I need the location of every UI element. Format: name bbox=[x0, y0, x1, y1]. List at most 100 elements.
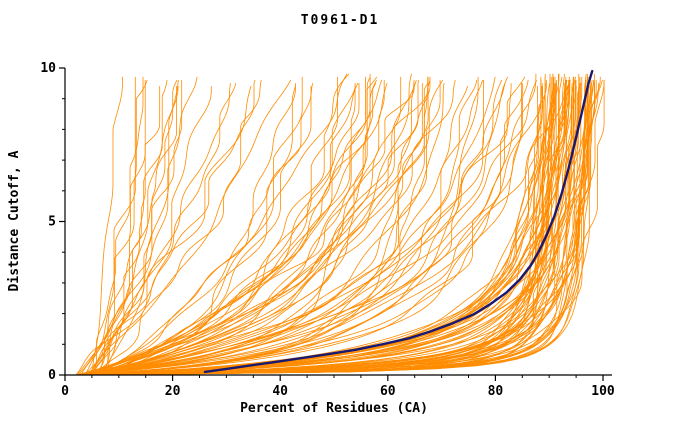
model-curve bbox=[88, 79, 571, 376]
model-curve bbox=[76, 79, 595, 376]
model-curve bbox=[86, 79, 292, 376]
model-curve bbox=[91, 79, 484, 376]
model-curve bbox=[79, 79, 605, 376]
model-curve bbox=[75, 76, 574, 376]
model-curve bbox=[78, 79, 377, 376]
model-curve bbox=[76, 79, 595, 376]
model-curve bbox=[77, 79, 148, 376]
model-curve bbox=[78, 79, 558, 376]
model-curve bbox=[88, 76, 556, 376]
model-curve bbox=[85, 79, 571, 376]
model-curve bbox=[75, 86, 252, 376]
model-curve bbox=[84, 79, 178, 376]
model-curve bbox=[94, 83, 296, 376]
model-curve bbox=[99, 76, 339, 376]
model-curve bbox=[84, 76, 555, 376]
model-curve bbox=[84, 73, 546, 376]
axes bbox=[59, 67, 612, 381]
highlight-curve bbox=[203, 69, 594, 374]
model-curve bbox=[77, 86, 543, 376]
model-curve bbox=[80, 83, 423, 376]
y-axis-label: Distance Cutoff, A bbox=[7, 150, 22, 291]
model-curve bbox=[93, 73, 350, 376]
model-curve bbox=[92, 76, 508, 376]
model-curve bbox=[90, 79, 542, 376]
model-curve bbox=[76, 79, 587, 376]
model-curve bbox=[95, 79, 456, 376]
x-tick-label: 40 bbox=[272, 384, 288, 399]
model-curve bbox=[83, 83, 388, 376]
model-curve bbox=[91, 83, 231, 376]
model-curve bbox=[90, 76, 546, 376]
model-curve bbox=[90, 86, 555, 376]
x-axis-label: Percent of Residues (CA) bbox=[240, 401, 428, 416]
model-curve bbox=[99, 73, 348, 376]
model-curve bbox=[81, 76, 429, 376]
model-curve bbox=[80, 76, 136, 376]
model-curve bbox=[76, 83, 506, 376]
model-curve bbox=[89, 83, 546, 376]
model-curve bbox=[76, 76, 378, 376]
model-curve bbox=[88, 73, 559, 376]
model-curve bbox=[82, 79, 385, 376]
model-curve bbox=[85, 83, 360, 376]
model-curve bbox=[90, 83, 589, 376]
model-curve bbox=[86, 73, 537, 376]
model-curve bbox=[107, 86, 161, 376]
chart-title: T0961-D1 bbox=[301, 13, 380, 28]
model-curve bbox=[98, 79, 168, 376]
model-curve bbox=[104, 79, 146, 376]
x-tick-label: 60 bbox=[380, 384, 396, 399]
model-curve bbox=[78, 76, 542, 376]
model-curve bbox=[84, 83, 512, 376]
model-curve bbox=[90, 86, 590, 376]
model-curve bbox=[92, 83, 445, 376]
x-tick-label: 80 bbox=[488, 384, 504, 399]
model-curve bbox=[88, 73, 554, 376]
model-curve bbox=[85, 73, 412, 376]
y-tick-label: 10 bbox=[40, 61, 56, 76]
model-curve bbox=[100, 83, 314, 376]
model-curve bbox=[107, 86, 296, 376]
model-curve bbox=[86, 79, 568, 376]
model-curve bbox=[78, 83, 359, 376]
model-curve bbox=[82, 76, 402, 376]
model-curve bbox=[79, 79, 441, 376]
model-curve bbox=[87, 86, 356, 376]
model-curve bbox=[93, 79, 383, 376]
model-curve bbox=[84, 76, 590, 376]
model-curve bbox=[91, 76, 123, 376]
model-curve bbox=[102, 86, 179, 376]
x-tick-label: 20 bbox=[165, 384, 181, 399]
model-curve bbox=[84, 79, 431, 376]
model-curve bbox=[93, 86, 178, 376]
model-curve bbox=[80, 83, 429, 376]
model-curve bbox=[106, 86, 312, 376]
x-tick-label: 0 bbox=[61, 384, 69, 399]
model-curve bbox=[89, 83, 566, 376]
model-curve bbox=[93, 76, 496, 376]
model-curve bbox=[92, 83, 415, 376]
highlighted-model-curve bbox=[203, 69, 594, 374]
model-curve bbox=[85, 76, 367, 376]
ensemble-curves bbox=[75, 73, 605, 376]
model-curve bbox=[75, 79, 444, 376]
model-curve bbox=[92, 79, 485, 376]
model-curve bbox=[86, 83, 582, 376]
model-curve bbox=[78, 79, 419, 376]
y-tick-label: 0 bbox=[48, 368, 56, 383]
model-curve bbox=[89, 83, 237, 376]
model-curve bbox=[92, 76, 144, 376]
model-curve bbox=[76, 83, 524, 376]
y-tick-label: 5 bbox=[48, 215, 56, 230]
model-curve bbox=[88, 79, 529, 376]
model-curve bbox=[92, 79, 262, 376]
model-curve bbox=[86, 79, 503, 376]
model-curve bbox=[80, 76, 554, 376]
model-curve bbox=[93, 86, 468, 376]
model-curve bbox=[75, 83, 555, 376]
model-curve bbox=[76, 76, 198, 376]
model-curve bbox=[82, 79, 605, 376]
